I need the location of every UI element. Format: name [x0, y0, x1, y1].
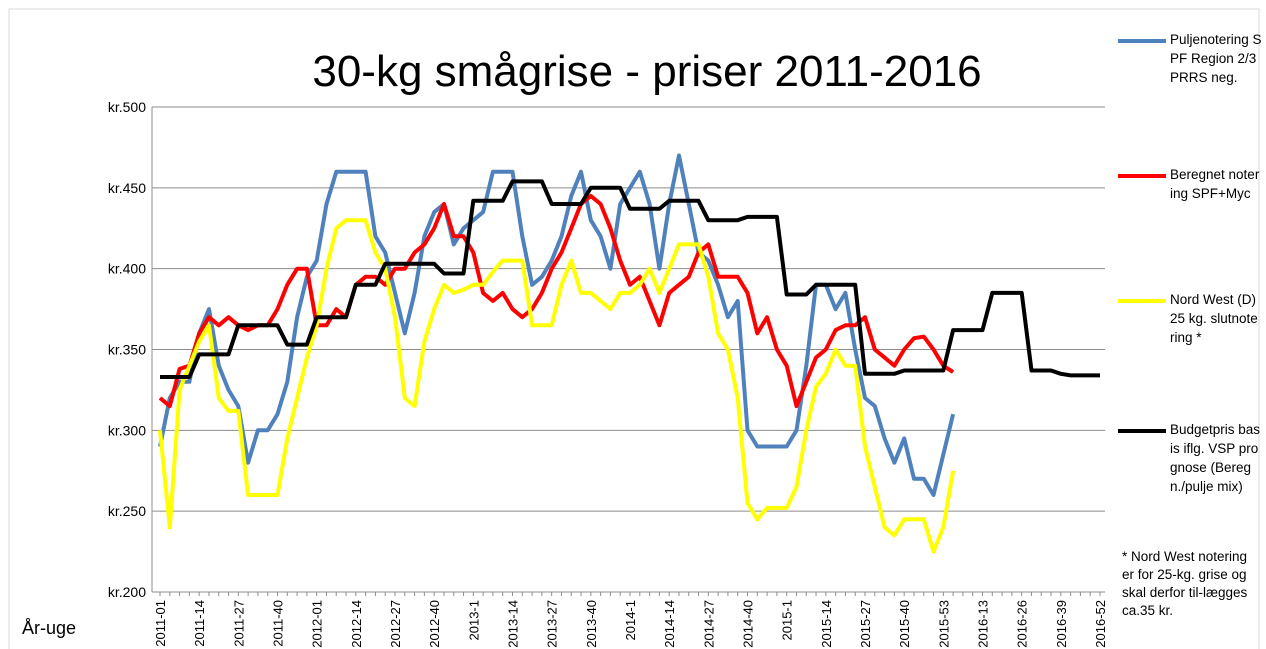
- y-tick-label: kr.250: [108, 503, 146, 519]
- y-tick-label: kr.350: [108, 342, 146, 358]
- annotation: * Nord West notering er for 25-kg. grise…: [1122, 549, 1248, 618]
- y-tick-label: kr.400: [108, 261, 146, 277]
- x-tick-label: 2014-27: [701, 600, 716, 648]
- x-tick-label: 2015-27: [858, 600, 873, 648]
- x-axis-label: År-uge: [22, 618, 76, 638]
- series-line: [158, 218, 956, 554]
- x-tick-label: 2014-1: [623, 600, 638, 640]
- x-tick-label: 2012-40: [427, 600, 442, 648]
- chart-title: 30-kg smågrise - priser 2011-2016: [312, 47, 981, 96]
- legend-label: Nord West (D) 25 kg. slutnotering *: [1170, 292, 1258, 345]
- x-tick-label: 2015-53: [936, 600, 951, 648]
- x-tick-label: 2012-01: [310, 600, 325, 648]
- x-tick-label: 2011-01: [153, 600, 168, 647]
- series-line: [160, 179, 1100, 379]
- x-tick-label: 2012-14: [349, 600, 364, 648]
- legend-label: Puljenotering SPF Region 2/3 PRRS neg.: [1170, 32, 1262, 85]
- x-tick-label: 2016-52: [1093, 600, 1108, 648]
- x-tick-label: 2016-26: [1015, 600, 1030, 648]
- legend-label: Budgetpris basis iflg. VSP prognose (Ber…: [1170, 422, 1261, 494]
- x-tick-label: 2015-40: [897, 600, 912, 648]
- x-tick-label: 2013-1: [466, 600, 481, 640]
- x-tick-label: 2011-14: [192, 600, 207, 647]
- x-tick-label: 2013-14: [506, 600, 521, 648]
- x-tick-label: 2015-14: [819, 600, 834, 648]
- series-line: [158, 193, 955, 409]
- x-tick-label: 2014-40: [741, 600, 756, 648]
- y-tick-label: kr.450: [108, 180, 146, 196]
- x-tick-label: 2013-27: [545, 600, 560, 648]
- x-tick-label: 2016-39: [1054, 600, 1069, 648]
- x-tick-label: 2014-14: [662, 600, 677, 648]
- x-tick-label: 2016-13: [976, 600, 991, 648]
- y-tick-label: kr.500: [108, 99, 146, 115]
- legend-label: Beregnet notering SPF+Myc: [1170, 167, 1260, 201]
- x-tick-label: 2011-27: [231, 600, 246, 647]
- x-tick-label: 2015-1: [780, 600, 795, 640]
- x-tick-label: 2013-40: [584, 600, 599, 648]
- x-tick-label: 2012-27: [388, 600, 403, 648]
- chart-border: [8, 8, 1260, 649]
- y-tick-label: kr.300: [108, 422, 146, 438]
- x-tick-label: 2011-40: [271, 600, 286, 647]
- y-tick-label: kr.200: [108, 584, 146, 600]
